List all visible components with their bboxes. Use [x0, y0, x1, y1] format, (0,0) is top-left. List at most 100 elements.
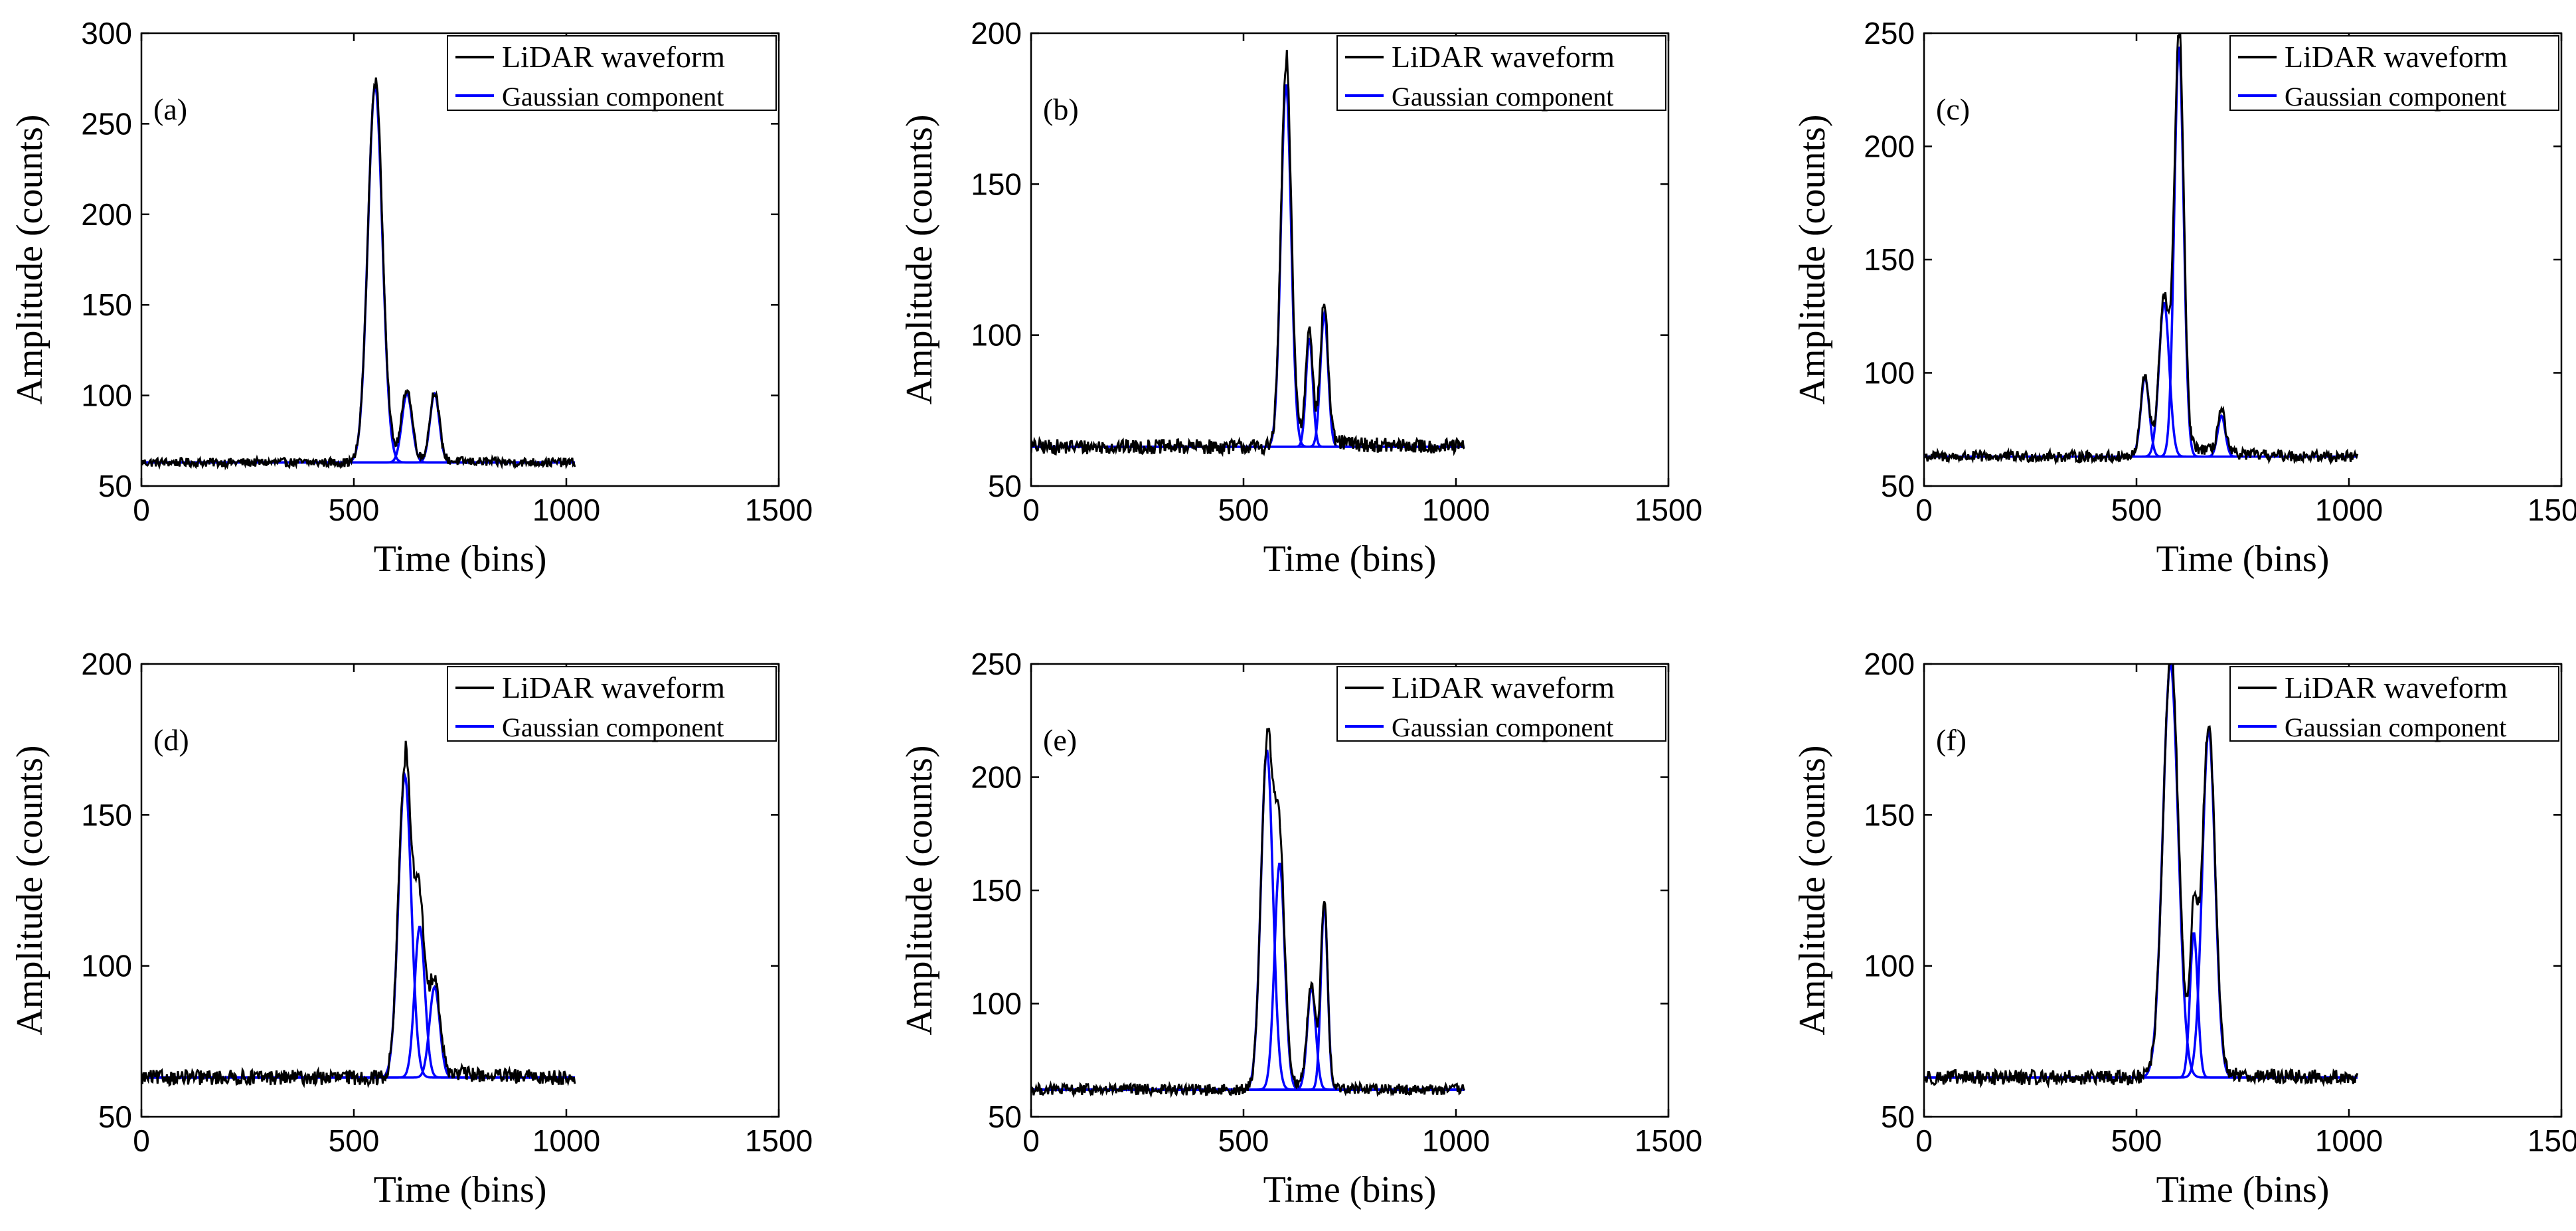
x-tick-label: 1500 — [745, 1123, 813, 1158]
x-tick-label: 1000 — [532, 1123, 600, 1158]
y-tick-label: 50 — [98, 1100, 132, 1134]
lidar-waveform-line — [1924, 33, 2359, 465]
x-tick-label: 1500 — [745, 493, 813, 527]
x-tick-label: 1000 — [2315, 1123, 2383, 1158]
x-tick-label: 1500 — [2528, 493, 2576, 527]
x-tick-label: 0 — [133, 493, 150, 527]
panel-label: (d) — [153, 723, 189, 757]
y-tick-label: 200 — [81, 197, 132, 232]
chart-panel-f: 0 500 1000 1500 50 100 150 200 Time (bins) Amplit… — [1792, 647, 2576, 1210]
x-axis-label: Time (bins) — [1263, 1169, 1437, 1210]
x-tick-label: 0 — [1915, 1123, 1933, 1158]
axes-box — [140, 32, 780, 487]
legend-box — [1336, 35, 1666, 111]
legend-box — [2229, 35, 2559, 111]
gaussian-component-line — [141, 772, 575, 1079]
x-tick-label: 500 — [329, 1123, 380, 1158]
x-tick-label: 500 — [1218, 1123, 1269, 1158]
legend-entry: LiDAR waveform — [502, 671, 725, 704]
y-tick-label: 50 — [1881, 1100, 1915, 1134]
y-tick-label: 150 — [81, 287, 132, 322]
x-tick-label: 500 — [329, 493, 380, 527]
x-tick-label: 500 — [2111, 1123, 2162, 1158]
legend-entry: Gaussian component — [1392, 82, 1613, 112]
x-tick-label: 1000 — [2315, 493, 2383, 527]
panel-label: (f) — [1936, 723, 1967, 757]
legend-box — [2229, 666, 2559, 742]
x-axis-label: Time (bins) — [2156, 1169, 2330, 1210]
y-axis-label: Amplitude (counts) — [899, 114, 940, 404]
y-tick-label: 200 — [1864, 129, 1915, 164]
y-tick-label: 150 — [81, 797, 132, 832]
x-tick-label: 1000 — [1422, 1123, 1490, 1158]
y-tick-label: 150 — [1864, 797, 1915, 832]
chart-panel-b: 0 500 1000 1500 50 100 150 200 Time (bins) Amplit… — [899, 16, 1702, 580]
legend-entry: LiDAR waveform — [2285, 671, 2508, 704]
y-axis-label: Amplitude (counts) — [1792, 114, 1833, 404]
y-tick-label: 100 — [81, 378, 132, 413]
y-tick-label: 50 — [988, 1100, 1022, 1134]
y-tick-label: 150 — [971, 873, 1022, 908]
legend: LiDAR waveform Gaussian component — [1336, 666, 1666, 742]
x-tick-label: 1000 — [532, 493, 600, 527]
legend-entry: Gaussian component — [502, 712, 724, 742]
y-tick-label: 150 — [971, 167, 1022, 201]
x-tick-label: 1000 — [1422, 493, 1490, 527]
y-tick-label: 300 — [81, 16, 132, 50]
legend: LiDAR waveform Gaussian component — [2229, 666, 2559, 742]
gaussian-component-line — [1031, 337, 1465, 448]
legend-entry: Gaussian component — [2285, 82, 2506, 112]
lidar-waveform-line — [1031, 728, 1466, 1098]
gaussian-component-line — [1031, 985, 1465, 1091]
gaussian-component-line — [1924, 932, 2358, 1079]
chart-panel-a: 0 500 1000 1500 50 100 150 200 250 300 Time (bins)… — [9, 16, 813, 580]
axes-box — [1030, 32, 1670, 487]
lidar-waveform-line — [141, 77, 576, 471]
legend: LiDAR waveform Gaussian component — [447, 35, 777, 112]
y-tick-label: 50 — [98, 469, 132, 503]
legend-entry: Gaussian component — [2285, 712, 2506, 742]
legend: LiDAR waveform Gaussian component — [2229, 35, 2559, 112]
lidar-waveform-line — [141, 740, 576, 1089]
legend-entry: LiDAR waveform — [2285, 40, 2508, 74]
y-tick-label: 200 — [971, 760, 1022, 795]
x-axis-label: Time (bins) — [374, 538, 547, 580]
x-tick-label: 1500 — [1635, 493, 1702, 527]
legend-box — [447, 35, 777, 111]
y-axis-label: Amplitude (counts) — [1792, 745, 1833, 1035]
axes-box — [1923, 663, 2563, 1118]
chart-panel-d: 0 500 1000 1500 50 100 150 200 Time (bins) Amplit… — [9, 647, 813, 1210]
gaussian-component-line — [141, 985, 575, 1079]
legend-box — [447, 666, 777, 742]
gaussian-component-line — [1031, 862, 1465, 1091]
y-tick-label: 250 — [1864, 16, 1915, 50]
y-tick-label: 200 — [81, 647, 132, 681]
lidar-waveform-line — [1031, 50, 1465, 457]
gaussian-component-line — [141, 392, 575, 464]
gaussian-component-line — [141, 392, 575, 464]
y-tick-label: 100 — [971, 318, 1022, 353]
x-tick-label: 0 — [1022, 493, 1040, 527]
gaussian-component-line — [1924, 414, 2358, 458]
x-tick-label: 0 — [1022, 1123, 1040, 1158]
x-axis-label: Time (bins) — [1263, 538, 1437, 580]
gaussian-component-line — [1031, 750, 1465, 1091]
chart-panel-e: 0 500 1000 1500 50 100 150 200 250 Time (bins) Amp… — [899, 647, 1702, 1210]
x-tick-label: 500 — [1218, 493, 1269, 527]
x-axis-label: Time (bins) — [374, 1169, 547, 1210]
panel-label: (b) — [1043, 92, 1079, 126]
gaussian-component-line — [1924, 301, 2358, 458]
y-tick-label: 250 — [971, 647, 1022, 681]
y-tick-label: 200 — [971, 16, 1022, 50]
y-axis-label: Amplitude (counts) — [899, 745, 940, 1035]
y-tick-label: 100 — [1864, 949, 1915, 983]
chart-panel-c: 0 500 1000 1500 50 100 150 200 250 Time (bins) Amp… — [1792, 16, 2576, 580]
legend-entry: Gaussian component — [502, 82, 724, 112]
x-tick-label: 500 — [2111, 493, 2162, 527]
y-tick-label: 200 — [1864, 647, 1915, 681]
legend-entry: LiDAR waveform — [502, 40, 725, 74]
y-tick-label: 150 — [1864, 242, 1915, 277]
y-tick-label: 250 — [81, 106, 132, 141]
panel-label: (c) — [1936, 92, 1970, 126]
